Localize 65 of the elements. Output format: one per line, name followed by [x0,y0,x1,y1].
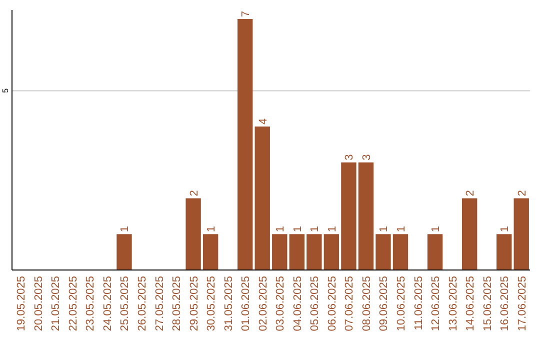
data-label: 1 [309,226,322,232]
data-label: 4 [257,118,270,125]
data-label: 1 [206,226,218,232]
bar [306,234,322,270]
x-tick-label: 16.06.2025 [499,276,512,332]
x-tick-label: 24.05.2025 [102,276,114,332]
x-tick-label: 11.06.2025 [412,276,425,330]
x-tick-label: 28.05.2025 [171,276,184,332]
x-tick-label: 03.06.2025 [274,276,287,332]
data-label: 1 [378,226,390,232]
x-tick-label: 13.06.2025 [447,276,460,332]
data-label: 3 [344,154,356,160]
x-tick-label: 19.05.2025 [16,276,28,332]
data-label: 1 [292,226,304,232]
bar [376,234,391,270]
bar [324,234,340,270]
data-label: 7 [240,10,252,17]
x-tick-label: 09.06.2025 [378,276,390,332]
bar [358,162,374,270]
data-label: 2 [464,190,477,196]
data-label: 1 [430,226,442,232]
bar [496,234,512,270]
x-tick-label: 06.06.2025 [326,276,338,332]
bar [116,234,132,270]
x-tick-label: 15.06.2025 [482,276,494,332]
bar [254,126,270,270]
bar [202,234,218,270]
data-label: 1 [274,226,287,232]
data-label: 1 [326,226,338,232]
x-tick-label: 26.05.2025 [136,276,148,332]
bar [238,18,253,270]
x-tick-label: 20.05.2025 [32,276,45,332]
x-tick-label: 21.05.2025 [50,276,62,332]
data-label: 1 [119,226,132,232]
bar [272,234,288,270]
bar [392,234,408,270]
data-label: 3 [360,154,373,160]
x-tick-label: 01.06.2025 [240,276,252,332]
x-tick-label: 10.06.2025 [396,276,408,332]
data-label: 1 [499,226,512,232]
data-label: 1 [396,226,408,232]
bar [289,234,304,270]
bar [186,198,201,270]
x-tick-label: 17.06.2025 [516,276,528,332]
x-tick-label: 14.06.2025 [464,276,477,332]
x-tick-label: 30.05.2025 [206,276,218,332]
data-label: 2 [516,190,528,196]
x-tick-label: 31.05.2025 [222,276,235,332]
bar [462,198,478,270]
x-tick-label: 07.06.2025 [344,276,356,332]
bar [341,162,356,270]
x-tick-label: 23.05.2025 [84,276,97,332]
bar [427,234,443,270]
x-tick-label: 08.06.2025 [360,276,373,332]
data-label: 2 [188,190,200,196]
x-tick-label: 29.05.2025 [188,276,200,332]
x-tick-label: 12.06.2025 [430,276,442,332]
bar [514,198,529,270]
x-tick-label: 25.05.2025 [119,276,132,332]
x-tick-label: 04.06.2025 [292,276,304,332]
x-tick-label: 05.06.2025 [309,276,322,332]
x-tick-label: 02.06.2025 [257,276,270,332]
y-tick-label: 5 [1,88,10,93]
x-tick-label: 22.05.2025 [67,276,80,332]
x-tick-label: 27.05.2025 [154,276,166,332]
